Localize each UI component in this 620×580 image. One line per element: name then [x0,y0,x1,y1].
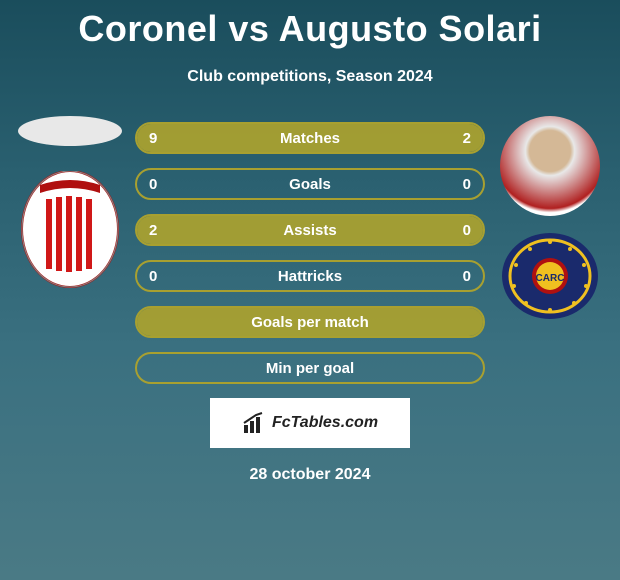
stats-column: 92Matches 00Goals 20Assists 00Hattricks Goal… [135,116,485,384]
stat-row: Min per goal [135,352,485,384]
date-label: 28 october 2024 [0,466,620,484]
stat-label: Min per goal [137,360,483,377]
page-title: Coronel vs Augusto Solari [0,0,620,50]
stat-row: 00Goals [135,168,485,200]
player-right-photo [500,116,600,216]
comparison-area: CARC 92Matches 00Goals 20Assists 00Hattrick… [0,116,620,384]
chart-icon [242,411,266,435]
footer-label: FcTables.com [272,414,378,432]
svg-text:CARC: CARC [536,273,565,284]
stat-label: Assists [137,222,483,239]
club-right-logo: CARC [500,231,600,321]
stat-row: 92Matches [135,122,485,154]
right-player-column: CARC [490,116,610,321]
stat-label: Matches [137,130,483,147]
stat-label: Goals per match [137,314,483,331]
left-player-column [10,116,130,291]
stat-row: 20Assists [135,214,485,246]
player-left-photo [18,116,122,146]
stat-label: Hattricks [137,268,483,285]
club-left-logo [20,171,120,291]
stat-label: Goals [137,176,483,193]
stat-row: 00Hattricks [135,260,485,292]
page-subtitle: Club competitions, Season 2024 [0,68,620,86]
stat-row: Goals per match [135,306,485,338]
footer-branding: FcTables.com [210,398,410,448]
